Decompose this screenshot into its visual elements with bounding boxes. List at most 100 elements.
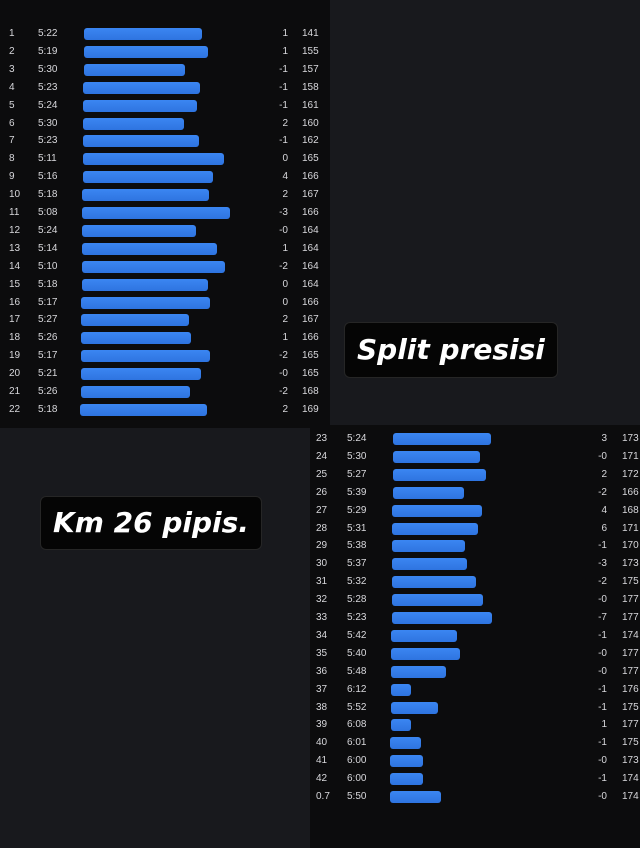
split-elevation: -0 [598, 647, 607, 659]
split-elevation: -3 [279, 207, 288, 218]
split-heart-rate: 155 [302, 45, 319, 57]
split-pace-bar [391, 576, 476, 589]
split-heart-rate: 164 [302, 260, 319, 272]
split-pace: 5:40 [347, 647, 367, 659]
split-pace-bar [82, 189, 210, 202]
split-pace-bar [391, 594, 483, 607]
split-pace: 5:31 [347, 522, 367, 534]
split-pace: 5:23 [347, 612, 367, 623]
split-pace-bar [390, 773, 423, 786]
split-km: 29 [316, 540, 328, 552]
split-elevation: -1 [279, 81, 288, 93]
split-row: 38 5:52 -1 175 [310, 699, 640, 717]
split-pace: 5:39 [347, 486, 367, 498]
split-row: 4 5:23 -1 158 [0, 79, 330, 97]
split-pace: 6:12 [347, 683, 367, 695]
split-heart-rate: 177 [622, 665, 639, 677]
split-row: 8 5:11 0 165 [0, 150, 330, 168]
split-km: 16 [9, 296, 21, 308]
split-heart-rate: 170 [622, 540, 639, 552]
split-km: 31 [316, 576, 328, 588]
split-pace: 5:14 [38, 242, 58, 254]
split-row: 15 5:18 0 164 [0, 276, 330, 294]
split-km: 21 [9, 386, 21, 397]
split-pace-bar [80, 386, 191, 398]
split-heart-rate: 166 [302, 207, 319, 218]
split-km: 22 [9, 403, 21, 415]
split-row: 1 5:22 1 141 [0, 25, 330, 43]
split-km: 1 [9, 28, 15, 39]
split-pace: 5:21 [38, 368, 58, 380]
split-heart-rate: 160 [302, 117, 319, 129]
split-elevation: -2 [598, 486, 607, 498]
split-km: 7 [9, 135, 15, 147]
split-row: 7 5:23 -1 162 [0, 132, 330, 150]
split-row: 18 5:26 1 166 [0, 329, 330, 347]
split-pace-bar [391, 612, 492, 624]
split-km: 33 [316, 612, 328, 623]
split-elevation: -2 [598, 576, 607, 588]
split-elevation: -0 [279, 224, 288, 236]
split-pace-bar [80, 403, 207, 416]
split-km: 39 [316, 719, 328, 731]
split-pace-bar [390, 737, 422, 750]
split-heart-rate: 162 [302, 135, 319, 147]
caption-km-26: Km 26 pipis. [40, 496, 262, 550]
split-row: 14 5:10 -2 164 [0, 258, 330, 276]
split-heart-rate: 165 [302, 153, 319, 165]
split-pace: 5:30 [347, 450, 367, 462]
split-row: 33 5:23 -7 177 [310, 609, 640, 627]
caption-split-presisi: Split presisi [344, 322, 558, 378]
split-pace-bar [390, 791, 441, 803]
split-row: 13 5:14 1 164 [0, 240, 330, 258]
split-km: 35 [316, 647, 328, 659]
split-km: 6 [9, 117, 15, 129]
split-row: 22 5:18 2 169 [0, 401, 330, 419]
split-elevation: -1 [598, 629, 607, 641]
split-km: 0.7 [316, 791, 330, 802]
split-km: 15 [9, 278, 21, 290]
split-pace-bar [80, 350, 210, 363]
split-heart-rate: 168 [622, 504, 639, 516]
split-km: 36 [316, 665, 328, 677]
split-elevation: -2 [279, 350, 288, 362]
split-heart-rate: 165 [302, 368, 319, 380]
split-elevation: 4 [282, 171, 288, 183]
split-heart-rate: 175 [622, 737, 639, 749]
split-pace-bar [390, 683, 411, 696]
split-pace: 5:24 [347, 433, 367, 444]
split-heart-rate: 175 [622, 576, 639, 588]
split-km: 5 [9, 99, 15, 111]
split-km: 23 [316, 433, 328, 444]
split-pace: 5:28 [347, 594, 367, 606]
split-pace-bar [391, 629, 457, 642]
split-elevation: 0 [282, 296, 288, 308]
split-heart-rate: 158 [302, 81, 319, 93]
split-pace: 6:00 [347, 773, 367, 785]
split-pace-bar [83, 45, 209, 58]
split-pace-bar [391, 558, 467, 571]
split-km: 30 [316, 558, 328, 570]
split-pace-bar [392, 450, 481, 463]
split-km: 13 [9, 242, 21, 254]
split-pace-bar [82, 171, 214, 184]
split-pace: 5:17 [38, 350, 58, 362]
split-elevation: 1 [601, 719, 607, 731]
split-pace-bar [81, 242, 217, 255]
split-pace-bar [83, 99, 198, 112]
split-row: 6 5:30 2 160 [0, 115, 330, 133]
split-row: 5 5:24 -1 161 [0, 97, 330, 115]
split-pace: 5:24 [38, 224, 58, 236]
split-pace: 5:38 [347, 540, 367, 552]
split-heart-rate: 141 [302, 28, 319, 39]
split-pace-bar [82, 153, 225, 166]
split-heart-rate: 176 [622, 683, 639, 695]
split-km: 42 [316, 773, 328, 785]
split-elevation: 0 [282, 153, 288, 165]
split-km: 24 [316, 450, 328, 462]
split-elevation: 2 [601, 468, 607, 480]
split-elevation: -7 [598, 612, 607, 623]
split-row: 19 5:17 -2 165 [0, 347, 330, 365]
split-pace: 5:48 [347, 665, 367, 677]
split-heart-rate: 174 [622, 629, 639, 641]
